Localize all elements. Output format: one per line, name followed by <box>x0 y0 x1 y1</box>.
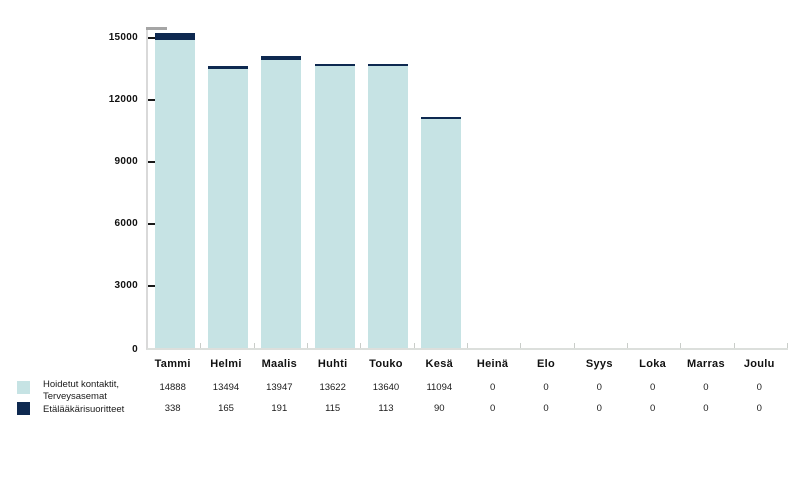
series2-value-loka: 0 <box>649 403 656 414</box>
series1-value-tammi: 14888 <box>159 382 186 393</box>
legend-swatch-hoidetut-kontaktit <box>17 381 30 394</box>
legend-label-line-1: Hoidetut kontaktit, <box>43 379 120 390</box>
y-axis-tick <box>148 99 155 101</box>
y-axis-label: 9000 <box>114 156 138 167</box>
series2-values-row: 338 165 191 115 113 90 0 0 0 0 0 0 <box>146 403 786 414</box>
x-axis-tick <box>360 343 361 348</box>
series1-values-row: 14888 13494 13947 13622 13640 11094 0 0 0 0 0 0 <box>146 382 786 393</box>
x-axis-tick <box>307 343 308 348</box>
legend-label-line-2: Terveysasemat <box>43 390 107 402</box>
month-label-tammi: Tammi <box>154 358 191 370</box>
legend-label-line-1: Etälääkärisuoritteet <box>43 404 125 415</box>
month-label-elo: Elo <box>536 358 555 370</box>
month-label-maalis: Maalis <box>261 358 298 370</box>
y-axis-tick <box>148 161 155 163</box>
bar-hoidetut-kontaktit-huhti <box>314 66 355 348</box>
bar-etalaakarisuoritteet-kesä <box>421 116 462 119</box>
x-axis-tick <box>680 343 681 348</box>
series2-value-helmi: 165 <box>218 403 234 414</box>
series1-value-touko: 13640 <box>372 382 400 393</box>
bar-hoidetut-kontaktit-maalis <box>261 59 302 348</box>
series2-value-elo: 0 <box>543 403 549 414</box>
series2-value-heinä: 0 <box>489 403 496 414</box>
y-axis-top-cap <box>146 27 167 30</box>
month-label-loka: Loka <box>639 358 667 370</box>
series2-value-joulu: 0 <box>756 403 762 414</box>
month-label-syys: Syys <box>585 358 613 370</box>
series2-value-kesä: 90 <box>434 403 445 414</box>
bar-hoidetut-kontaktit-touko <box>368 66 408 348</box>
series1-value-joulu: 0 <box>756 382 762 393</box>
x-axis-tick <box>787 343 788 348</box>
series1-value-heinä: 0 <box>489 382 496 393</box>
y-axis-label: 3000 <box>114 280 138 291</box>
series1-value-elo: 0 <box>543 382 549 393</box>
month-header-row: Tammi Helmi Maalis Huhti Touko Kesä Heinä Elo Sy… <box>146 358 786 370</box>
bar-etalaakarisuoritteet-huhti <box>314 64 355 67</box>
plot-area <box>146 27 788 350</box>
series1-value-huhti: 13622 <box>319 382 346 393</box>
legend-label-etalaakarisuoritteet: Etälääkärisuoritteet <box>43 404 124 416</box>
bar-hoidetut-kontaktit-kesä <box>421 118 462 348</box>
month-label-huhti: Huhti <box>317 358 348 370</box>
series1-value-maalis: 13947 <box>266 382 293 393</box>
series1-value-helmi: 13494 <box>212 382 240 393</box>
series2-value-maalis: 191 <box>271 403 288 414</box>
bar-hoidetut-kontaktit-helmi <box>208 69 248 348</box>
legend-label-hoidetut-kontaktit: Hoidetut kontaktit, Terveysasemat <box>43 379 119 402</box>
legend-swatch-etalaakarisuoritteet <box>17 402 30 415</box>
x-axis-tick <box>200 343 201 348</box>
series1-value-marras: 0 <box>703 382 709 393</box>
bar-etalaakarisuoritteet-helmi <box>208 65 248 70</box>
x-axis-tick <box>734 343 735 348</box>
x-axis-tick <box>520 343 521 348</box>
month-label-kesä: Kesä <box>425 358 454 370</box>
y-axis-label: 12000 <box>108 94 138 105</box>
y-axis-tick <box>148 223 155 225</box>
series2-value-touko: 113 <box>378 403 394 414</box>
y-axis-tick <box>148 37 155 39</box>
y-axis-label: 15000 <box>108 32 138 43</box>
series2-value-tammi: 338 <box>164 403 181 414</box>
x-axis-tick <box>574 343 575 348</box>
series1-value-kesä: 11094 <box>426 382 453 393</box>
y-axis-label: 0 <box>132 344 138 355</box>
month-label-helmi: Helmi <box>210 358 242 370</box>
bar-hoidetut-kontaktit-tammi <box>154 40 195 348</box>
bar-etalaakarisuoritteet-maalis <box>261 55 302 60</box>
month-label-touko: Touko <box>369 358 403 370</box>
y-axis-label: 6000 <box>114 218 138 229</box>
x-axis-tick <box>414 343 415 348</box>
month-label-joulu: Joulu <box>743 358 775 370</box>
bar-etalaakarisuoritteet-touko <box>368 63 408 67</box>
x-axis-tick <box>254 343 255 348</box>
x-axis-tick <box>627 343 628 348</box>
series1-value-syys: 0 <box>596 382 602 393</box>
x-axis-tick <box>467 343 468 348</box>
series2-value-marras: 0 <box>703 403 709 414</box>
series2-value-syys: 0 <box>596 403 602 414</box>
y-axis-tick <box>148 285 155 287</box>
series2-value-huhti: 115 <box>325 403 341 414</box>
month-label-heinä: Heinä <box>476 358 509 370</box>
month-label-marras: Marras <box>687 358 725 370</box>
bar-etalaakarisuoritteet-tammi <box>154 33 195 41</box>
series1-value-loka: 0 <box>649 382 656 393</box>
